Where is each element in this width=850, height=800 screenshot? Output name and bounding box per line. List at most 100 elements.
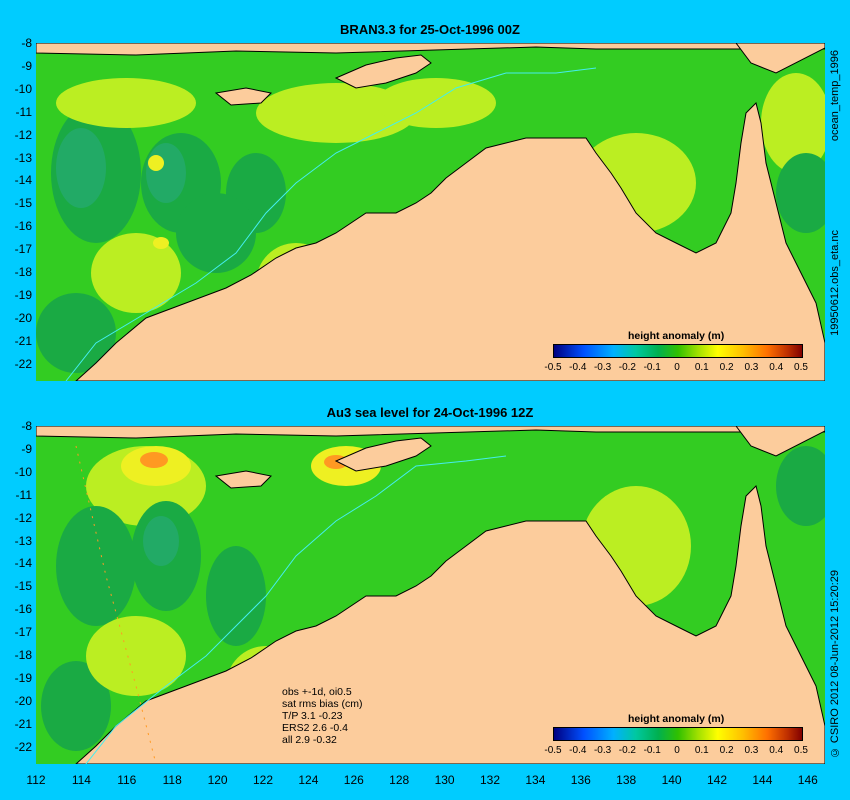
land-timor [334, 437, 432, 472]
y-tick-label: -11 [15, 104, 32, 119]
y-tick-label: -15 [14, 196, 32, 211]
land-timor [334, 54, 432, 89]
x-tick-label: 140 [661, 773, 682, 787]
y-tick-label: -20 [14, 310, 32, 325]
land-australia [75, 102, 825, 381]
y-tick-label: -14 [14, 556, 32, 571]
colorbar-tick-label: -0.3 [593, 362, 612, 373]
y-tick-label: -8 [21, 36, 32, 50]
land-java-bali [36, 426, 825, 439]
x-tick-label: 130 [434, 773, 455, 787]
bottom-colorbar-title: height anomaly (m) [628, 713, 725, 725]
y-tick-label: -19 [14, 670, 32, 685]
x-tick-label: 134 [525, 773, 546, 787]
colorbar-tick-label: 0 [674, 745, 680, 756]
colorbar-tick-label: 0.5 [794, 745, 808, 756]
x-tick-label: 146 [797, 773, 818, 787]
colorbar-tick-label: -0.2 [618, 362, 636, 373]
x-tick-label: 122 [252, 773, 274, 787]
y-tick-label: -22 [14, 356, 32, 371]
y-tick-label: -19 [14, 287, 32, 302]
bottom-map [36, 426, 825, 764]
x-tick-label: 132 [479, 773, 501, 787]
land-sumba [214, 87, 273, 106]
anomaly-field [36, 73, 825, 373]
top-panel-title: BRAN3.3 for 25-Oct-1996 00Z [340, 22, 520, 37]
land-australia [75, 485, 825, 764]
x-tick-label: 114 [71, 773, 91, 787]
land-java-bali [36, 43, 825, 56]
y-tick-label: -10 [14, 81, 32, 96]
colorbar-tick-label: -0.1 [643, 362, 661, 373]
bottom-panel-title: Au3 sea level for 24-Oct-1996 12Z [326, 405, 534, 420]
y-tick-label: -13 [14, 150, 32, 165]
top-map [36, 43, 825, 381]
x-tick-label: 126 [343, 773, 364, 787]
x-tick-label: 118 [162, 773, 182, 787]
y-tick-label: -16 [14, 602, 32, 617]
x-tick-label: 144 [752, 773, 773, 787]
y-tick-label: -8 [21, 419, 32, 433]
colorbar-tick-label: -0.2 [618, 745, 636, 756]
colorbar-tick-label: 0.2 [719, 745, 734, 756]
colorbar-tick-label: -0.5 [544, 362, 562, 373]
x-tick-label: 142 [706, 773, 728, 787]
x-tick-label: 116 [117, 773, 137, 787]
y-tick-label: -12 [14, 510, 32, 525]
top-colorbar [553, 344, 803, 358]
x-tick-label: 128 [389, 773, 410, 787]
colorbar-tick-label: 0.3 [744, 362, 759, 373]
colorbar-tick-label: -0.3 [593, 745, 612, 756]
x-tick-label: 138 [616, 773, 637, 787]
top-side-label-2: 19950612.obs_eta.nc [829, 230, 841, 336]
colorbar-tick-label: -0.4 [569, 362, 587, 373]
colorbar-tick-label: 0.5 [794, 362, 808, 373]
y-tick-label: -10 [14, 464, 32, 479]
note-line: ERS2 2.6 -0.4 [282, 722, 348, 734]
top-side-label: ocean_temp_1996 [829, 50, 841, 142]
note-line: all 2.9 -0.32 [282, 734, 337, 746]
y-tick-label: -15 [14, 579, 32, 594]
colorbar-tick-label: -0.5 [544, 745, 562, 756]
bottom-colorbar [553, 727, 803, 741]
colorbar-tick-label: 0.3 [744, 745, 759, 756]
colorbar-tick-label: 0.4 [769, 362, 784, 373]
note-line: sat rms bias (cm) [282, 698, 363, 710]
y-tick-label: -14 [14, 173, 32, 188]
note-line: T/P 3.1 -0.23 [282, 710, 343, 722]
y-tick-label: -11 [15, 487, 32, 502]
y-tick-label: -18 [14, 265, 32, 279]
bottom-side-label: © CSIRO 2012 08-Jun-2012 15:20:29 [829, 570, 841, 759]
x-tick-label: 124 [298, 773, 319, 787]
y-tick-label: -17 [14, 242, 32, 257]
shelf-contour [85, 455, 507, 764]
colorbar-tick-label: 0.1 [694, 362, 709, 373]
y-tick-label: -21 [14, 333, 32, 348]
note-line: obs +-1d, oi0.5 [282, 686, 352, 698]
y-tick-label: -9 [21, 441, 32, 456]
y-tick-label: -17 [14, 625, 32, 640]
y-tick-label: -16 [14, 219, 32, 234]
top-map-svg [36, 43, 825, 381]
y-tick-label: -9 [21, 58, 32, 73]
y-tick-label: -22 [14, 739, 32, 754]
colorbar-tick-label: 0 [674, 362, 680, 373]
colorbar-tick-label: -0.1 [643, 745, 661, 756]
y-tick-label: -18 [14, 648, 32, 662]
stats-notes: obs +-1d, oi0.5 sat rms bias (cm) T/P 3.… [282, 686, 363, 746]
bottom-map-svg [36, 426, 825, 764]
shelf-contour [65, 67, 597, 381]
land-new-guinea [735, 426, 825, 457]
top-colorbar-title: height anomaly (m) [628, 330, 725, 342]
y-tick-label: -13 [14, 533, 32, 548]
land-new-guinea [735, 43, 825, 74]
x-tick-label: 136 [570, 773, 591, 787]
y-tick-label: -20 [14, 693, 32, 708]
land-sumba [214, 470, 273, 489]
y-tick-label: -21 [14, 716, 32, 731]
colorbar-tick-label: 0.2 [719, 362, 734, 373]
y-tick-label: -12 [14, 127, 32, 142]
x-tick-label: 112 [26, 773, 46, 787]
colorbar-tick-label: 0.1 [694, 745, 709, 756]
colorbar-tick-label: 0.4 [769, 745, 784, 756]
